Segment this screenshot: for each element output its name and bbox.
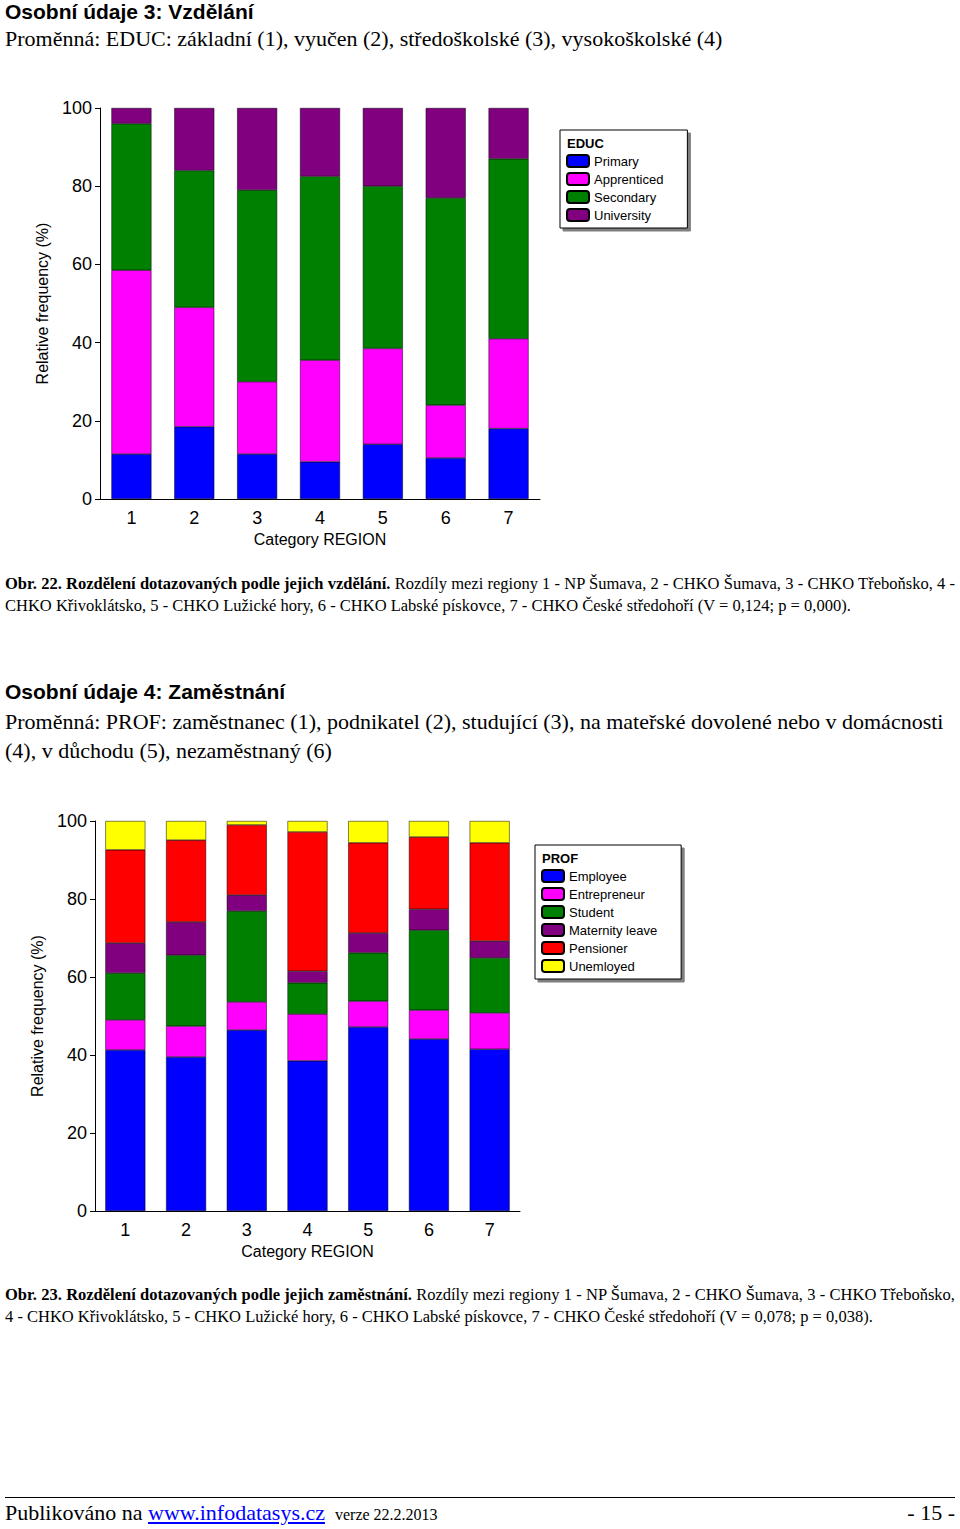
svg-text:1: 1 bbox=[120, 1220, 130, 1240]
svg-text:Maternity leave: Maternity leave bbox=[569, 923, 657, 938]
html-text:Osobní údaje 4: Zaměstnání: Osobní údaje 4: Zaměstnání bbox=[5, 680, 286, 703]
svg-text:0: 0 bbox=[77, 1201, 87, 1221]
svg-text:Apprenticed: Apprenticed bbox=[594, 172, 663, 187]
html-text:verze 22.2.2013: verze 22.2.2013 bbox=[335, 1506, 438, 1523]
svg-text:2: 2 bbox=[181, 1220, 191, 1240]
svg-text:PROF: PROF bbox=[542, 851, 578, 866]
svg-text:EDUC: EDUC bbox=[567, 136, 604, 151]
svg-text:4: 4 bbox=[302, 1220, 312, 1240]
svg-text:3: 3 bbox=[242, 1220, 252, 1240]
svg-text:80: 80 bbox=[72, 176, 92, 196]
svg-text:2: 2 bbox=[189, 508, 199, 528]
svg-text:Secondary: Secondary bbox=[594, 190, 657, 205]
svg-text:5: 5 bbox=[363, 1220, 373, 1240]
svg-text:7: 7 bbox=[504, 508, 514, 528]
svg-text:80: 80 bbox=[67, 889, 87, 909]
html-text:Obr. 22. Rozdělení dotazovanýc: Obr. 22. Rozdělení dotazovaných podle je… bbox=[5, 574, 955, 615]
html-text:Proměnná: PROF: zaměstnanec (1: Proměnná: PROF: zaměstnanec (1), podnika… bbox=[5, 709, 944, 763]
html-text:- 15 -: - 15 - bbox=[907, 1500, 955, 1525]
svg-text:6: 6 bbox=[424, 1220, 434, 1240]
svg-text:60: 60 bbox=[67, 967, 87, 987]
svg-text:Entrepreneur: Entrepreneur bbox=[569, 887, 646, 902]
svg-text:Employee: Employee bbox=[569, 869, 627, 884]
svg-text:6: 6 bbox=[441, 508, 451, 528]
svg-text:Relative frequency (%): Relative frequency (%) bbox=[29, 935, 46, 1097]
svg-text:Primary: Primary bbox=[594, 154, 639, 169]
svg-text:100: 100 bbox=[57, 811, 87, 831]
svg-text:100: 100 bbox=[62, 98, 92, 118]
svg-text:1: 1 bbox=[126, 508, 136, 528]
svg-text:7: 7 bbox=[485, 1220, 495, 1240]
html-text:Osobní údaje 3: Vzdělání: Osobní údaje 3: Vzdělání bbox=[5, 0, 254, 23]
svg-text:40: 40 bbox=[72, 333, 92, 353]
html-text:Proměnná: EDUC: základní (1),: Proměnná: EDUC: základní (1), vyučen (2)… bbox=[5, 26, 723, 51]
svg-text:Pensioner: Pensioner bbox=[569, 941, 628, 956]
svg-text:4: 4 bbox=[315, 508, 325, 528]
svg-text:40: 40 bbox=[67, 1045, 87, 1065]
svg-text:Unemloyed: Unemloyed bbox=[569, 959, 635, 974]
svg-text:Category REGION: Category REGION bbox=[254, 531, 386, 548]
svg-text:60: 60 bbox=[72, 254, 92, 274]
svg-text:0: 0 bbox=[82, 489, 92, 509]
svg-text:20: 20 bbox=[67, 1123, 87, 1143]
html-text:Obr. 23. Rozdělení dotazovanýc: Obr. 23. Rozdělení dotazovaných podle je… bbox=[5, 1285, 955, 1326]
svg-text:Relative frequency (%): Relative frequency (%) bbox=[34, 223, 51, 385]
svg-text:Student: Student bbox=[569, 905, 614, 920]
html-text:Publikováno na www.infodatasys: Publikováno na www.infodatasys.cz bbox=[5, 1500, 325, 1525]
svg-text:20: 20 bbox=[72, 411, 92, 431]
svg-text:Category REGION: Category REGION bbox=[241, 1243, 373, 1260]
svg-text:University: University bbox=[594, 208, 652, 223]
svg-text:5: 5 bbox=[378, 508, 388, 528]
svg-text:3: 3 bbox=[252, 508, 262, 528]
